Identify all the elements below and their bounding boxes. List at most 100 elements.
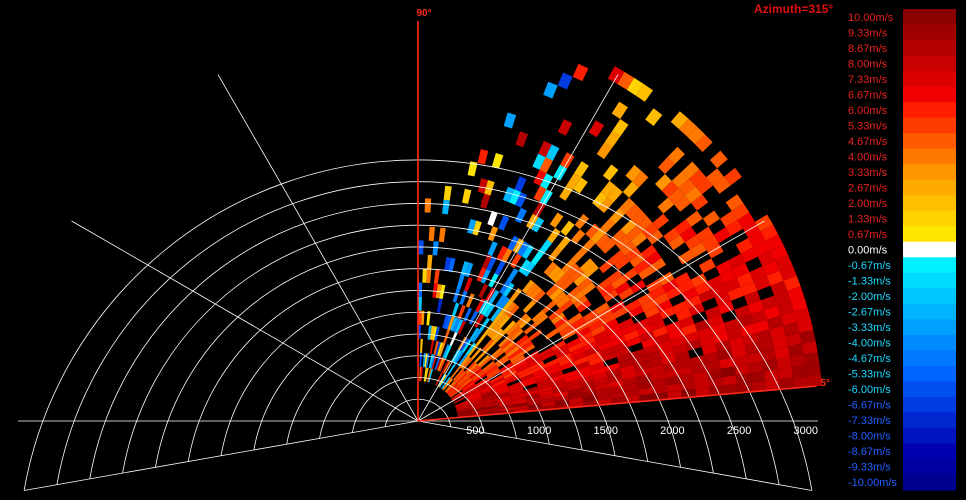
velocity-cell xyxy=(576,300,592,313)
colorbar-label: -0.67m/s xyxy=(848,260,891,272)
velocity-cell xyxy=(422,353,426,368)
velocity-cell xyxy=(753,275,771,291)
velocity-cell xyxy=(607,374,623,383)
velocity-cell xyxy=(456,405,471,411)
velocity-cell xyxy=(494,354,508,366)
velocity-cell xyxy=(496,391,511,399)
velocity-cell xyxy=(695,177,713,195)
velocity-cell xyxy=(662,278,679,293)
velocity-cell xyxy=(725,219,743,236)
velocity-cell xyxy=(507,304,520,318)
velocity-cell xyxy=(535,375,550,383)
velocity-cell xyxy=(450,366,461,379)
velocity-cell xyxy=(594,302,610,315)
velocity-cell xyxy=(498,296,510,311)
velocity-cell xyxy=(558,324,574,337)
velocity-cell xyxy=(533,169,547,186)
velocity-cell xyxy=(507,349,522,360)
velocity-cell xyxy=(480,269,491,284)
velocity-cell xyxy=(511,354,526,365)
velocity-cell xyxy=(483,400,499,406)
velocity-cell xyxy=(618,358,634,369)
velocity-cell xyxy=(424,353,428,368)
velocity-cell xyxy=(447,385,460,396)
velocity-cell xyxy=(618,317,635,330)
velocity-cell xyxy=(674,272,691,287)
velocity-cell xyxy=(487,241,498,257)
velocity-cell xyxy=(439,375,449,388)
range-tick-label: 1500 xyxy=(594,425,618,437)
velocity-cell xyxy=(639,331,655,343)
velocity-cell xyxy=(666,383,682,393)
velocity-cell xyxy=(531,310,546,323)
velocity-cell xyxy=(649,285,666,299)
velocity-cell xyxy=(438,342,446,357)
velocity-cell xyxy=(614,255,630,270)
velocity-cell xyxy=(777,301,794,316)
colorbar-swatch xyxy=(903,164,956,181)
velocity-cell xyxy=(653,292,670,306)
velocity-cell xyxy=(515,192,528,208)
velocity-cell xyxy=(775,254,793,271)
velocity-cell xyxy=(709,150,728,169)
velocity-cell xyxy=(557,235,571,251)
velocity-cell xyxy=(713,176,731,194)
velocity-cell xyxy=(737,382,752,393)
velocity-colorbar: 10.00m/s 9.33m/s 8.67m/s 8.00m/s 7.33m/s 6.67… xyxy=(848,9,956,491)
velocity-cell xyxy=(573,356,589,366)
velocity-cell xyxy=(502,186,515,203)
velocity-cell xyxy=(582,390,597,398)
velocity-cell xyxy=(620,364,636,374)
velocity-cell xyxy=(431,355,437,370)
velocity-cell xyxy=(511,393,526,400)
velocity-cell xyxy=(434,356,441,370)
velocity-cell xyxy=(740,323,757,337)
velocity-cell xyxy=(619,197,636,214)
colorbar-label: 2.67m/s xyxy=(848,182,888,194)
colorbar-label: 0.67m/s xyxy=(848,229,888,241)
velocity-cell xyxy=(468,396,483,403)
velocity-cell xyxy=(601,351,617,362)
velocity-cell xyxy=(517,366,532,376)
velocity-cell xyxy=(728,253,746,269)
velocity-cell xyxy=(495,294,507,309)
velocity-cell xyxy=(717,300,735,315)
range-tick-label: 2000 xyxy=(660,425,684,437)
velocity-cell xyxy=(596,393,612,401)
velocity-cell xyxy=(720,211,738,228)
velocity-cell xyxy=(579,258,595,273)
velocity-cell xyxy=(466,362,478,375)
velocity-cell xyxy=(540,350,556,361)
velocity-cell xyxy=(545,362,561,372)
velocity-cell xyxy=(551,340,566,351)
velocity-cell xyxy=(469,398,483,405)
velocity-cell xyxy=(454,400,469,407)
velocity-cell xyxy=(636,324,653,337)
velocity-cell xyxy=(610,391,626,399)
velocity-cell xyxy=(509,351,524,363)
velocity-cell xyxy=(703,351,720,364)
velocity-data-layer xyxy=(418,63,823,418)
velocity-cell xyxy=(668,328,684,340)
velocity-cell xyxy=(714,292,731,306)
velocity-cell xyxy=(582,395,598,402)
spoke-line xyxy=(417,420,812,491)
velocity-cell xyxy=(770,244,788,261)
velocity-cell xyxy=(621,323,637,336)
velocity-cell xyxy=(559,277,574,292)
velocity-cell xyxy=(487,210,498,227)
velocity-cell xyxy=(631,209,647,226)
velocity-cell xyxy=(503,320,516,334)
velocity-cell xyxy=(685,210,703,227)
colorbar-swatch xyxy=(903,396,956,414)
velocity-cell xyxy=(498,215,510,231)
velocity-cell xyxy=(484,404,499,410)
colorbar-swatch xyxy=(903,210,956,227)
velocity-cell xyxy=(667,146,685,164)
velocity-cell xyxy=(689,242,707,258)
velocity-cell xyxy=(471,347,483,360)
velocity-cell xyxy=(432,241,439,256)
velocity-cell xyxy=(674,219,692,235)
velocity-cell xyxy=(525,283,539,297)
velocity-cell xyxy=(742,332,759,346)
